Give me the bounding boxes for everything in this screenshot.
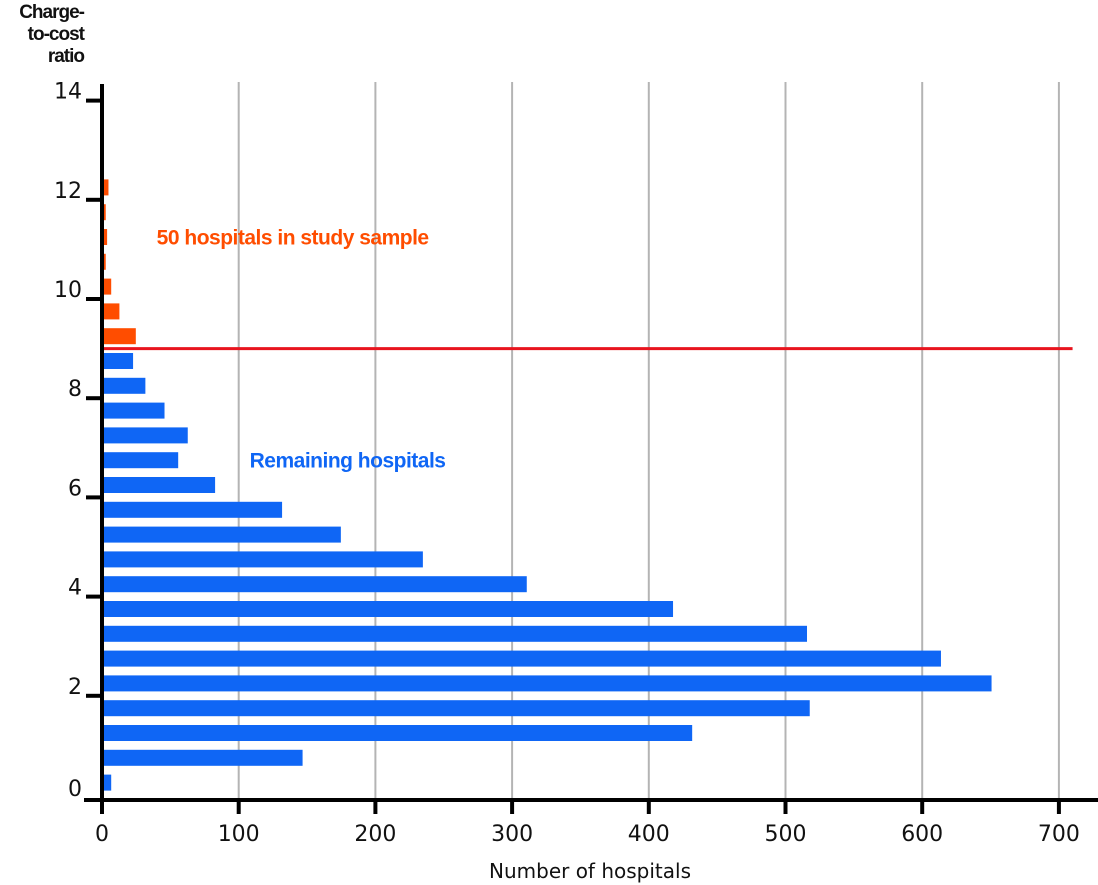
- bar: [103, 377, 146, 394]
- bar: [103, 650, 941, 667]
- y-tick-label: 12: [54, 179, 82, 204]
- bar: [103, 501, 283, 518]
- y-tick-label: 2: [68, 675, 82, 700]
- y-axis-title-line: to-cost: [27, 24, 85, 45]
- x-tick-label: 0: [95, 822, 109, 847]
- bar: [103, 328, 136, 345]
- bar: [103, 601, 674, 617]
- y-tick-label: 8: [68, 377, 82, 402]
- y-tick-label: 14: [54, 80, 82, 105]
- bar: [103, 576, 527, 593]
- x-tick-label: 600: [901, 822, 943, 847]
- bar: [103, 774, 112, 791]
- x-tick-label: 200: [354, 822, 396, 847]
- bar: [103, 477, 216, 493]
- bar: [103, 452, 179, 469]
- bar: [103, 551, 423, 568]
- y-axis-title: Charge- to-cost ratio: [0, 2, 85, 68]
- bar: [103, 427, 188, 444]
- bar: [103, 353, 134, 369]
- gridlines: [237, 82, 1060, 800]
- x-axis-label: Number of hospitals: [489, 859, 691, 883]
- bar: [103, 179, 109, 196]
- y-tick-label: 10: [54, 278, 82, 303]
- bar: [103, 526, 341, 543]
- x-tick-label: 400: [628, 822, 670, 847]
- bar: [103, 402, 165, 419]
- y-tick-label: 4: [68, 576, 82, 601]
- y-tick-label: 0: [68, 777, 82, 802]
- axes: [84, 84, 1098, 812]
- x-tick-label: 500: [765, 822, 807, 847]
- bar: [103, 749, 303, 766]
- x-ticks: 0 100 200 300 400 500 600 700: [95, 800, 1080, 847]
- bar: [103, 278, 112, 295]
- x-tick-label: 100: [218, 822, 260, 847]
- y-ticks: 0 2 4 6 8 10 12 14: [54, 80, 102, 802]
- bars: [103, 179, 992, 791]
- bar: [103, 253, 106, 270]
- y-tick-label: 6: [68, 476, 82, 501]
- x-tick-label: 300: [491, 822, 533, 847]
- bar: [103, 675, 992, 692]
- bar: [103, 229, 108, 245]
- x-tick-label: 700: [1038, 822, 1080, 847]
- annotation-label: Remaining hospitals: [250, 450, 446, 473]
- annotation-label: 50 hospitals in study sample: [157, 226, 429, 249]
- bar: [103, 625, 808, 642]
- y-axis-title-line: ratio: [47, 46, 85, 67]
- bar: [103, 725, 693, 741]
- y-axis-title-line: Charge-: [19, 2, 85, 23]
- bar: [103, 700, 810, 717]
- annotations: 50 hospitals in study sample Remaining ho…: [157, 226, 446, 472]
- bar: [103, 204, 106, 221]
- bar: [103, 303, 120, 320]
